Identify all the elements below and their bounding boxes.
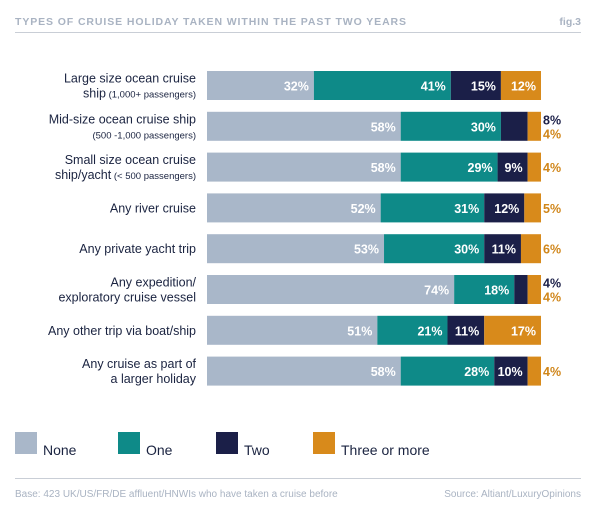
- category-label: Large size ocean cruise ship (1,000+ pass…: [64, 72, 196, 101]
- bar-segment-two: [450, 71, 501, 100]
- data-label-none: 32%: [284, 80, 309, 94]
- data-label-three-or-more: 4%: [543, 365, 561, 379]
- data-label-none: 74%: [424, 284, 449, 298]
- category-label: Any river cruise: [110, 201, 196, 215]
- bar-segment-one: [384, 234, 485, 264]
- category-label: Small size ocean cruise ship/yacht (< 500…: [55, 153, 196, 182]
- bar-segment-one: [313, 71, 451, 100]
- chart-title: TYPES OF CRUISE HOLIDAY TAKEN WITHIN THE…: [15, 16, 407, 28]
- data-label-three-or-more: 4%: [543, 161, 561, 175]
- category-label: Mid-size ocean cruise ship (500 -1,000 pa…: [49, 112, 196, 141]
- data-label-one: 41%: [421, 80, 446, 94]
- bar-segment-three-or-more: [500, 71, 541, 100]
- category-label: Any other trip via boat/ship: [48, 324, 196, 338]
- chart-footer: Base: 423 UK/US/FR/DE affluent/HNWIs who…: [15, 478, 581, 502]
- data-label-one: 30%: [454, 243, 479, 257]
- bar-segment-one: [400, 111, 501, 141]
- bar-segment-one: [380, 193, 485, 223]
- bar-segment-one: [454, 275, 515, 304]
- data-label-none: 58%: [371, 120, 396, 134]
- data-label-three-or-more: 4%: [543, 127, 561, 141]
- bar-segment-two: [484, 234, 521, 264]
- category-label: Any cruise as part of a larger holiday: [82, 357, 197, 386]
- data-label-three-or-more: 12%: [511, 80, 536, 94]
- bar-segment-none: [207, 193, 381, 223]
- data-label-two: 4%: [543, 277, 561, 291]
- data-label-three-or-more: 6%: [543, 243, 561, 257]
- bar-segment-three-or-more: [527, 152, 541, 182]
- data-label-one: 18%: [484, 284, 509, 298]
- legend-swatch-two: [216, 432, 238, 454]
- data-label-two: 12%: [494, 202, 519, 216]
- data-label-three-or-more: 4%: [543, 291, 561, 305]
- bar-segment-one: [377, 315, 448, 345]
- data-label-none: 53%: [354, 243, 379, 257]
- base-note: Base: 423 UK/US/FR/DE affluent/HNWIs who…: [15, 489, 338, 500]
- data-label-two: 10%: [498, 365, 523, 379]
- bar-segment-none: [207, 71, 314, 100]
- bar-segment-none: [207, 356, 401, 386]
- legend-label-three-or-more: Three or more: [341, 442, 430, 458]
- bar-segment-two: [500, 111, 528, 141]
- bar-segment-three-or-more: [524, 193, 541, 223]
- bar-segment-three-or-more: [484, 315, 541, 345]
- legend-label-one: One: [146, 442, 173, 458]
- header-divider: [15, 32, 581, 33]
- bar-segment-two: [494, 356, 528, 386]
- data-label-one: 29%: [468, 161, 493, 175]
- data-label-one: 30%: [471, 120, 496, 134]
- data-label-two: 15%: [471, 80, 496, 94]
- bar-segment-none: [207, 111, 401, 141]
- bar-segment-none: [207, 152, 401, 182]
- data-label-none: 58%: [371, 365, 396, 379]
- bar-segment-none: [207, 315, 378, 345]
- bar-segment-three-or-more: [527, 275, 541, 304]
- bar-segment-two: [484, 193, 525, 223]
- source-note: Source: Altiant/LuxuryOpinions: [444, 489, 581, 500]
- legend-swatch-three-or-more: [313, 432, 335, 454]
- bar-segment-none: [207, 275, 455, 304]
- bar-segment-one: [400, 356, 495, 386]
- legend-swatch-none: [15, 432, 37, 454]
- data-label-two: 8%: [543, 113, 561, 127]
- bar-segment-two: [514, 275, 528, 304]
- data-label-none: 52%: [351, 202, 376, 216]
- chart-legend: None One Two Three or more: [15, 432, 575, 458]
- data-label-two: 11%: [492, 243, 516, 257]
- data-label-one: 31%: [454, 202, 479, 216]
- bar-segment-one: [400, 152, 498, 182]
- data-label-three-or-more: 17%: [511, 324, 536, 338]
- legend-label-none: None: [43, 442, 77, 458]
- bar-segment-two: [447, 315, 485, 345]
- legend-swatch-one: [118, 432, 140, 454]
- data-label-none: 58%: [371, 161, 396, 175]
- category-label: Any private yacht trip: [79, 242, 196, 256]
- bar-segment-three-or-more: [527, 356, 541, 386]
- bar-segment-three-or-more: [520, 234, 541, 264]
- data-label-one: 21%: [417, 324, 442, 338]
- data-label-none: 51%: [347, 324, 372, 338]
- category-label: Any expedition/exploratory cruise vessel: [58, 276, 196, 305]
- data-label-two: 9%: [505, 161, 523, 175]
- bar-segment-three-or-more: [527, 111, 541, 141]
- data-label-three-or-more: 5%: [543, 202, 561, 216]
- figure-number: fig.3: [559, 16, 581, 28]
- legend-label-two: Two: [244, 442, 270, 458]
- bar-segment-two: [497, 152, 528, 182]
- footer-divider: [15, 478, 581, 479]
- data-label-two: 11%: [455, 324, 479, 338]
- data-label-one: 28%: [464, 365, 489, 379]
- chart-header: TYPES OF CRUISE HOLIDAY TAKEN WITHIN THE…: [15, 11, 581, 33]
- bar-segment-none: [207, 234, 385, 264]
